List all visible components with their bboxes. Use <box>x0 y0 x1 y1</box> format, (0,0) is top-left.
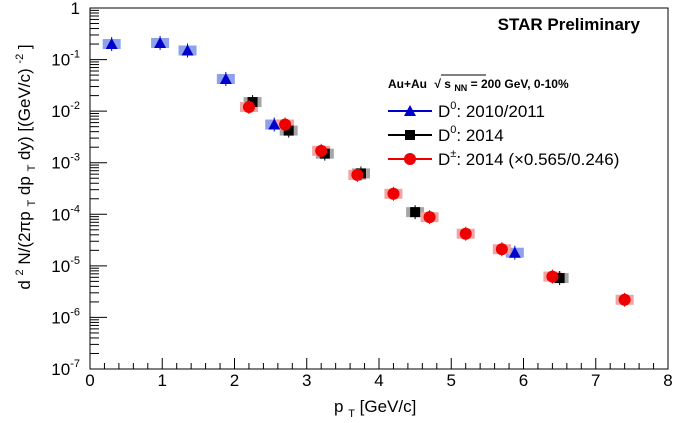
y-tick-label: 10-2 <box>51 100 80 121</box>
legend-header-subscript: NN <box>454 83 467 93</box>
x-tick-label: 2 <box>230 371 239 390</box>
data-points <box>105 35 631 307</box>
x-tick-label: 7 <box>591 371 600 390</box>
data-point <box>154 36 167 48</box>
legend-label-base: D <box>438 102 450 121</box>
y-tick-base: 10 <box>51 51 70 70</box>
y-axis-title-sup-neg2: -2 <box>14 54 26 64</box>
data-point <box>410 207 421 218</box>
data-point <box>268 118 281 130</box>
x-tick-label: 4 <box>374 371 383 390</box>
y-tick-label: 10-1 <box>51 49 80 70</box>
y-tick-exp: -3 <box>70 152 80 164</box>
legend-label: D±: 2014 (×0.565/0.246) <box>438 148 619 169</box>
y-tick-base: 10 <box>51 102 70 121</box>
y-tick-label: 1 <box>71 0 80 18</box>
y-tick-exp: -4 <box>70 203 80 215</box>
x-tick-label: 5 <box>447 371 456 390</box>
y-tick-base: 10 <box>51 154 70 173</box>
x-tick-label: 8 <box>663 371 672 390</box>
y-tick-label: 10-5 <box>51 255 80 276</box>
y-axis-title-sub-t1: T <box>26 200 38 207</box>
y-axis-title: d 2 N/(2πp T dp T dy) [(GeV/c) -2 ] <box>8 44 39 289</box>
data-point <box>105 38 118 50</box>
y-tick-base: 10 <box>51 360 70 379</box>
legend-header-sqrt: √ <box>434 77 441 91</box>
legend-label-rest: : 2014 (×0.565/0.246) <box>456 150 619 169</box>
x-axis-title-p: p <box>334 397 343 416</box>
y-axis-title-d: d <box>15 280 34 289</box>
y-tick-label: 10-6 <box>51 306 80 327</box>
data-point <box>242 101 255 114</box>
y-axis-title-sub-t2: T <box>26 164 38 171</box>
data-point <box>279 118 292 131</box>
y-tick-label: 10-4 <box>51 203 80 224</box>
y-tick-label: 10-7 <box>51 358 80 379</box>
legend-label-sup: 0 <box>450 124 456 136</box>
data-point <box>459 227 472 240</box>
x-axis-title: p T [GeV/c] <box>334 397 416 421</box>
legend-header-rest: = 200 GeV, 0-10% <box>471 77 569 91</box>
legend-marker <box>404 153 416 165</box>
legend-label-base: D <box>438 150 450 169</box>
data-point <box>546 270 559 283</box>
data-point <box>351 168 364 181</box>
data-point <box>423 211 436 224</box>
x-tick-label: 3 <box>302 371 311 390</box>
data-point <box>508 246 521 258</box>
y-tick-label: 10-3 <box>51 152 80 173</box>
y-axis-title-dy: dy) [(GeV/c) <box>15 68 34 160</box>
legend-label-sup: ± <box>450 148 456 160</box>
x-axis-title-unit: [GeV/c] <box>360 397 417 416</box>
y-axis-title-sup2: 2 <box>14 269 26 275</box>
legend-marker <box>405 130 415 140</box>
plot-frame <box>89 7 669 370</box>
y-tick-exp: -6 <box>70 306 80 318</box>
legend-marker <box>404 105 416 116</box>
data-point <box>495 243 508 256</box>
legend-header-system: Au+Au <box>388 77 427 91</box>
y-tick-exp: -5 <box>70 255 80 267</box>
data-point <box>315 144 328 157</box>
data-point <box>387 187 400 200</box>
x-tick-label: 0 <box>85 371 94 390</box>
data-point <box>618 293 631 306</box>
y-tick-exp: -2 <box>70 100 80 112</box>
legend-label: D0: 2014 <box>438 124 504 145</box>
legend-label-rest: : 2010/2011 <box>456 102 545 121</box>
x-axis-title-sub: T <box>348 408 355 420</box>
y-tick-exp: -1 <box>70 49 80 61</box>
chart-title: STAR Preliminary <box>498 15 641 34</box>
y-axis-title-close: ] <box>15 44 34 49</box>
y-tick-base: 1 <box>71 0 80 18</box>
data-point <box>283 125 294 136</box>
y-tick-base: 10 <box>51 205 70 224</box>
y-tick-exp: -7 <box>70 358 80 370</box>
y-tick-base: 10 <box>51 257 70 276</box>
data-point <box>181 44 194 56</box>
y-axis-title-n: N/(2πp <box>15 211 34 264</box>
legend-header: Au+Au √ s NN = 200 GeV, 0-10% <box>388 77 569 94</box>
legend-label-rest: : 2014 <box>456 126 503 145</box>
legend-header-s: s <box>444 77 451 91</box>
x-tick-label: 6 <box>519 371 528 390</box>
data-point <box>219 73 232 85</box>
legend-label-base: D <box>438 126 450 145</box>
data-point <box>247 97 258 108</box>
data-point <box>554 273 565 284</box>
legend-label-sup: 0 <box>450 100 456 112</box>
legend-label: D0: 2010/2011 <box>438 100 545 121</box>
axes: 0 1 2 3 4 5 6 7 810-710-610-510-410-310-210-11 <box>51 0 672 390</box>
x-tick-label: 1 <box>158 371 167 390</box>
y-axis-title-dp: dp <box>15 176 34 195</box>
y-tick-base: 10 <box>51 308 70 327</box>
